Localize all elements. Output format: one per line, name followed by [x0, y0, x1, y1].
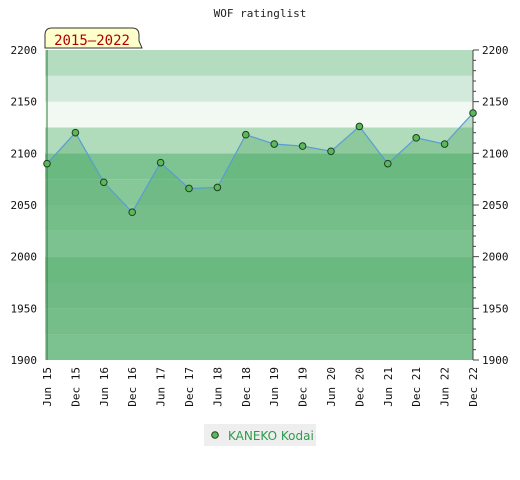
data-point-6[interactable] — [213, 183, 222, 192]
rating-points — [43, 109, 477, 217]
area-fill — [47, 113, 473, 361]
x-tick-0: Jun 15 — [41, 367, 54, 407]
band-9 — [45, 101, 473, 128]
data-point-14[interactable] — [440, 140, 449, 148]
legend[interactable]: KANEKO Kodai — [204, 424, 316, 446]
band-6 — [45, 179, 473, 205]
y-tick-right-1950: 1950 — [482, 302, 509, 315]
data-point-12[interactable] — [384, 159, 392, 168]
data-point-13[interactable] — [412, 134, 421, 142]
x-tick-5: Dec 17 — [183, 367, 196, 407]
data-point-7[interactable] — [242, 130, 250, 139]
x-tick-13: Dec 21 — [410, 367, 423, 407]
y-tick-right-2200: 2200 — [482, 44, 509, 57]
rating-area — [46, 112, 474, 361]
data-point-4[interactable] — [156, 158, 165, 167]
y-tick-right-1900: 1900 — [482, 354, 509, 367]
band-3 — [45, 256, 473, 283]
y-tick-left-2050: 2050 — [11, 199, 38, 212]
y-tick-left-2200: 2200 — [11, 44, 38, 57]
x-tick-11: Dec 20 — [353, 367, 366, 407]
data-point-9[interactable] — [298, 142, 307, 150]
band-5 — [45, 205, 473, 231]
x-tick-10: Jun 20 — [325, 367, 338, 407]
x-tick-7: Dec 18 — [240, 367, 253, 407]
y-axis-right: 1900 1950 2000 2050 2100 2150 2200 — [473, 44, 509, 367]
legend-marker — [211, 431, 219, 439]
y-tick-left-2150: 2150 — [11, 96, 38, 109]
period-badge-bg — [44, 27, 143, 49]
period-badge: 2015–2022 — [44, 27, 143, 49]
data-point-3[interactable] — [128, 208, 136, 217]
y-tick-left-2100: 2100 — [11, 147, 38, 160]
data-point-5[interactable] — [185, 184, 193, 193]
y-tick-right-2100: 2100 — [482, 147, 509, 160]
legend-box — [204, 424, 316, 446]
chart-title: WOF ratinglist — [214, 7, 307, 20]
x-tick-6: Jun 18 — [211, 367, 224, 407]
y-tick-left-1900: 1900 — [11, 354, 38, 367]
band-10 — [45, 75, 473, 102]
series-line — [46, 112, 474, 214]
data-point-11[interactable] — [355, 122, 364, 131]
data-point-15[interactable] — [469, 109, 477, 117]
x-tick-14: Jun 22 — [439, 367, 452, 407]
band-1 — [45, 308, 473, 335]
x-tick-2: Jun 16 — [98, 367, 111, 407]
data-point-2[interactable] — [100, 178, 108, 187]
band-11 — [45, 50, 473, 76]
band-7 — [45, 153, 473, 180]
band-0 — [45, 334, 473, 360]
data-point-8[interactable] — [270, 140, 279, 148]
x-tick-12: Jun 21 — [382, 367, 395, 407]
legend-label: KANEKO Kodai — [228, 429, 314, 443]
x-axis: Jun 15 Dec 15 Jun 16 Dec 16 Jun 17 Dec 17 Jun … — [41, 367, 480, 407]
x-tick-8: Jun 19 — [268, 367, 281, 407]
y-axis-left: 1900 1950 2000 2050 2100 2150 2200 — [11, 44, 38, 367]
x-tick-15: Dec 22 — [467, 367, 480, 407]
data-point-10[interactable] — [327, 147, 335, 156]
y-tick-right-2000: 2000 — [482, 251, 509, 264]
period-badge-text: 2015–2022 — [54, 33, 130, 49]
y-tick-right-2150: 2150 — [482, 96, 509, 109]
x-tick-1: Dec 15 — [69, 367, 82, 407]
data-point-0[interactable] — [43, 159, 51, 168]
x-tick-9: Dec 19 — [297, 367, 310, 407]
band-4 — [45, 230, 473, 257]
data-point-1[interactable] — [71, 128, 80, 137]
x-tick-4: Jun 17 — [155, 367, 168, 407]
y-tick-right-2050: 2050 — [482, 199, 509, 212]
x-tick-3: Dec 16 — [126, 367, 139, 407]
band-8 — [45, 127, 473, 154]
band-2 — [45, 282, 473, 309]
y-tick-left-2000: 2000 — [11, 251, 38, 264]
background-bands — [45, 50, 473, 360]
y-tick-left-1950: 1950 — [11, 302, 38, 315]
